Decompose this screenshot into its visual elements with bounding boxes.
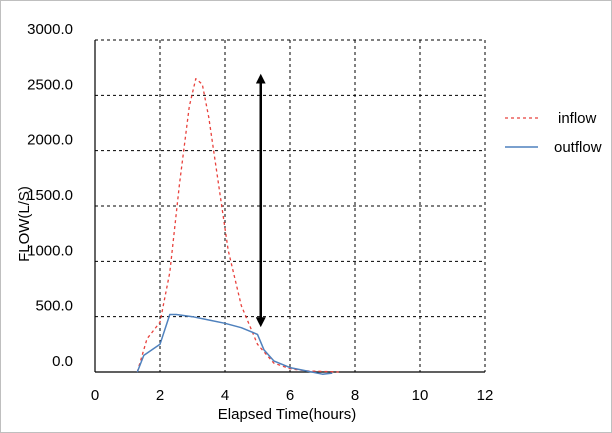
x-tick-label: 4 [221,387,229,404]
series-line-inflow [136,78,339,373]
x-tick-label: 8 [351,387,359,404]
x-tick-label: 0 [91,387,99,404]
x-axis-title: Elapsed Time(hours) [218,406,356,423]
legend-label-inflow: inflow [558,110,597,127]
legend: inflow outflow [505,110,602,156]
y-tick-label: 0.0 [52,353,73,370]
x-tick-label: 6 [286,387,294,404]
series-lines [136,78,339,375]
series-line-outflow [136,313,333,375]
y-tick-label: 1000.0 [27,242,73,259]
x-tick-label: 2 [156,387,164,404]
y-tick-label: 2000.0 [27,132,73,149]
y-tick-label: 2500.0 [27,76,73,93]
legend-label-outflow: outflow [554,139,602,156]
y-axis-title: FLOW(L/S) [16,186,33,262]
y-tick-label: 500.0 [35,298,73,315]
y-tick-label: 1500.0 [27,187,73,204]
x-tick-label: 10 [412,387,429,404]
y-tick-label: 3000.0 [27,21,73,38]
axes [94,40,485,373]
grid-lines [95,39,486,372]
x-tick-label: 12 [477,387,494,404]
tick-labels: 0 2 4 6 8 10 12 0.0 500.0 1000.0 1500.0 2000.0 2500.… [27,21,493,404]
